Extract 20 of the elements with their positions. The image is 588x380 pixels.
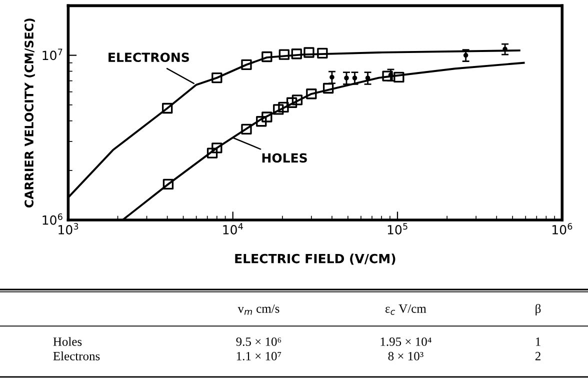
text: 1.1 × 10⁷ [236,352,282,360]
text: 8 × 10³ [388,352,424,360]
text: 2 [535,352,540,360]
x-tick-label: 10$^{5}$ [388,223,408,234]
x-tick-label: 10$^{3}$ [58,223,78,234]
text: ε$_{c}$ V/cm [385,304,426,315]
text: 1 [536,338,540,346]
text: 1.95 × 10⁴ [380,337,432,346]
text: Electrons [53,352,100,360]
text: 9.5 × 10⁶ [236,337,282,346]
annotation: ELECTRONS [108,52,189,62]
x-tick-label: 10$^{4}$ [223,223,243,234]
text: v$_{m}$ cm/s [238,304,280,315]
x-tick-label: 10$^{6}$ [552,223,572,234]
y-axis-title: CARRIER VELOCITY (CM/SEC) [24,18,35,208]
annotation: HOLES [262,153,307,163]
text: β [536,304,541,316]
text: Holes [53,337,82,346]
y-tick-label: 10$^{7}$ [42,48,62,60]
x-axis-title: ELECTRIC FIELD (V/CM) [235,254,396,265]
